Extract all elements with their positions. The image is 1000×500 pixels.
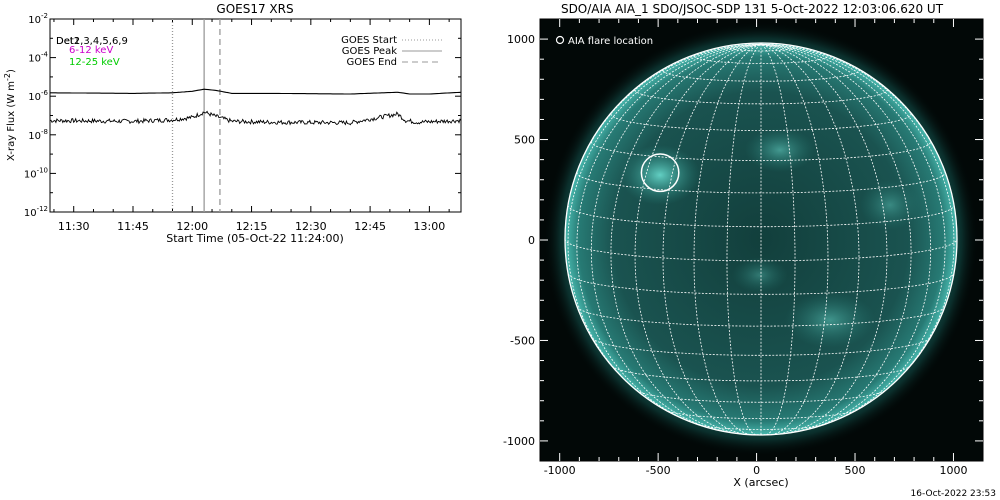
grid-longitude-line <box>590 43 762 431</box>
left-y-tick-label: 10-6 <box>28 89 48 103</box>
grid-longitude-line <box>760 43 888 435</box>
right-x-tick-label: 500 <box>845 464 866 477</box>
right-y-tick-label: 500 <box>514 134 535 147</box>
left-chart-title: GOES17 XRS <box>216 2 293 16</box>
right-x-tick-label: -1000 <box>544 464 576 477</box>
right-y-tick-label: 0 <box>528 234 535 247</box>
right-x-tick-label: -500 <box>646 464 671 477</box>
grid-longitude-line <box>610 43 762 433</box>
grid-latitude-line <box>664 409 858 419</box>
active-region-south <box>785 292 875 348</box>
flare-legend-marker <box>555 35 565 45</box>
legend-goes-peak: GOES Peak <box>342 46 397 57</box>
grid-latitude-line <box>591 338 931 356</box>
grid-longitude-line <box>760 43 860 435</box>
footer-timestamp: 16-Oct-2022 23:53 <box>911 489 996 499</box>
active-region-west <box>860 180 920 230</box>
left-y-tick-label: 10-2 <box>28 12 48 26</box>
grid-longitude-line <box>662 43 762 435</box>
right-y-tick-label: 1000 <box>507 33 535 46</box>
grid-longitude-line <box>567 43 762 405</box>
grid-longitude-line <box>693 43 762 435</box>
left-y-axis-label: X-ray Flux (W m-2) <box>3 69 17 161</box>
channel-label-det2: Det2 <box>56 36 80 47</box>
grid-latitude-line <box>564 238 958 262</box>
left-y-tick-label: 10-8 <box>28 128 48 142</box>
grid-latitude-line <box>634 89 888 105</box>
grid-latitude-line <box>636 390 886 403</box>
active-regions <box>620 128 920 348</box>
active-region-flare <box>620 145 700 205</box>
goes-event-markers <box>171 19 221 212</box>
left-x-tick-label: 12:00 <box>176 220 208 233</box>
xrs-series-long <box>50 88 461 95</box>
grid-longitude-line <box>760 43 932 431</box>
right-axes: -1000 -500 0 500 1000 1000 500 0 -500 -1000 <box>503 19 983 477</box>
left-x-tick-label: 12:45 <box>354 220 386 233</box>
right-x-axis-label: X (arcsec) <box>733 476 788 489</box>
right-y-tick-label: -1000 <box>503 435 535 448</box>
channel-label-det1: Det1,3,4,5,6,9 <box>56 36 128 47</box>
grid-longitude-line <box>726 43 762 436</box>
left-x-tick-label: 11:30 <box>58 220 90 233</box>
left-y-axis: 10-2 10-4 10-6 10-8 10-10 10-12 <box>24 12 461 219</box>
right-y-tick-label: -500 <box>510 334 535 347</box>
right-chart-title: SDO/AIA AIA_1 SDO/JSOC-SDP 131 5-Oct-202… <box>561 2 944 16</box>
grid-longitude-line <box>576 43 762 424</box>
grid-longitude-line <box>760 43 829 435</box>
aia-image-panel: SDO/AIA AIA_1 SDO/JSOC-SDP 131 5-Oct-202… <box>503 2 984 489</box>
active-region-center <box>732 257 788 293</box>
channel-label-12-25kev: 12-25 keV <box>69 57 120 68</box>
left-x-axis-label: Start Time (05-Oct-22 11:24:00) <box>166 232 344 245</box>
goes-xrs-panel: GOES17 XRS 10-2 10-4 10-6 10-8 10-10 10-12 11… <box>3 2 462 245</box>
grid-longitude-line <box>760 43 946 424</box>
left-y-tick-label: 10-12 <box>24 205 48 219</box>
left-x-tick-label: 12:30 <box>295 220 327 233</box>
left-legend: GOES Start GOES Peak GOES End <box>341 35 442 68</box>
right-x-tick-label: 0 <box>753 464 760 477</box>
flare-legend-label: AIA flare location <box>568 36 653 47</box>
left-x-tick-label: 13:00 <box>414 220 446 233</box>
grid-longitude-line <box>760 43 796 436</box>
xrs-series-short <box>50 110 461 126</box>
grid-longitude-line <box>634 43 762 435</box>
left-x-tick-label: 11:45 <box>117 220 149 233</box>
grid-longitude-line <box>760 43 955 405</box>
xrs-series <box>50 88 461 126</box>
legend-goes-end: GOES End <box>347 57 397 68</box>
channel-label-6-12kev: 6-12 keV <box>69 45 113 56</box>
left-y-tick-label: 10-4 <box>28 51 48 65</box>
left-y-tick-label: 10-10 <box>24 166 48 180</box>
flare-location-circle <box>640 153 680 193</box>
grid-latitude-line <box>726 47 796 52</box>
grid-longitude-line <box>760 43 912 433</box>
left-x-axis: 11:30 11:45 12:00 12:15 12:30 12:45 13:00 <box>53 19 450 233</box>
right-x-tick-label: 1000 <box>939 464 967 477</box>
active-region-north <box>745 128 815 172</box>
aia-image: AIA flare location <box>540 19 983 461</box>
legend-goes-start: GOES Start <box>341 35 397 46</box>
solar-limb <box>564 42 958 436</box>
left-x-tick-label: 12:15 <box>236 220 268 233</box>
